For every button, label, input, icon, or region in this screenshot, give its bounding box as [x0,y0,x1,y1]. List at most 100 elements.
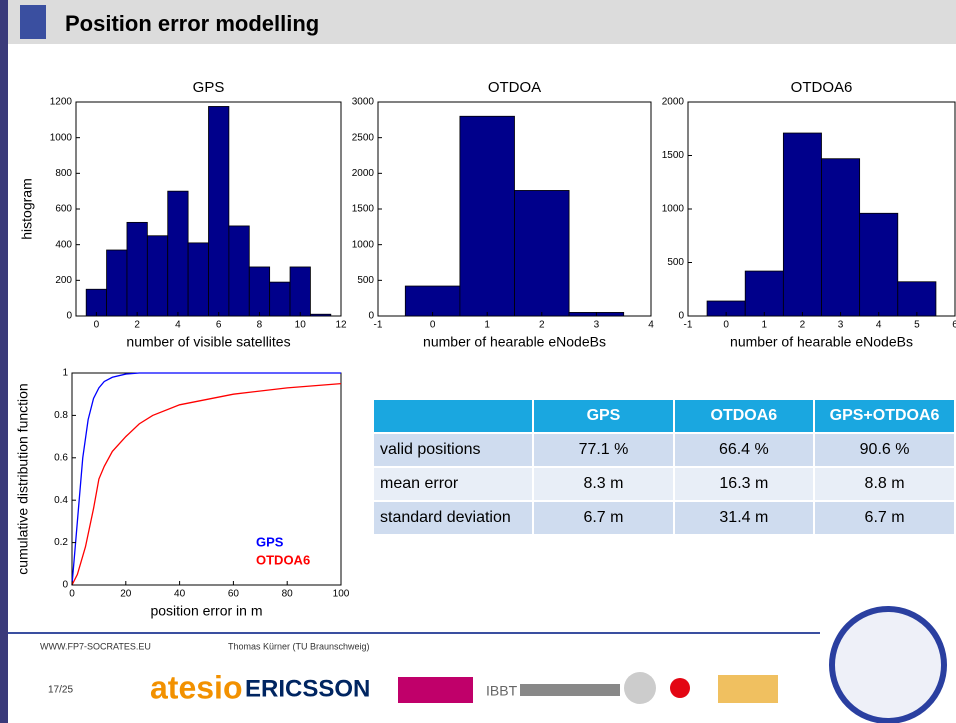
histogram-bar [146,235,169,317]
x-tick-label: 80 [282,589,294,600]
y-tick-label: 2500 [352,132,375,143]
x-tick-label: 10 [295,320,307,331]
x-tick-label: -1 [374,320,383,331]
x-tick-label: 100 [333,589,350,600]
y-tick-label: 0 [678,311,684,322]
y-tick-label: 1500 [352,204,375,215]
x-tick-label: 0 [69,589,75,600]
table-cell: 6.7 m [532,500,675,536]
histogram-bar [269,281,291,317]
x-tick-label: 1 [762,320,768,331]
corner-cell [371,398,535,434]
histogram-bar [187,242,209,317]
y-tick-label: 0.4 [54,495,68,506]
row-label: mean error [371,466,535,502]
x-tick-label: 2 [134,320,140,331]
x-tick-label: 5 [914,320,920,331]
histogram-bar [167,190,189,317]
table-cell: 8.8 m [813,466,956,502]
row-label: standard deviation [371,500,535,536]
y-tick-label: 2000 [352,168,375,179]
logo-block [520,684,620,696]
histogram-bar [310,313,332,317]
y-tick-label: 0 [66,311,72,322]
x-tick-label: 0 [723,320,729,331]
chart-title: OTDOA [488,79,541,96]
table-cell: 66.4 % [672,432,816,468]
x-tick-label: 0 [430,320,436,331]
y-tick-label: 600 [55,204,72,215]
table-cell: 90.6 % [813,432,956,468]
x-tick-label: -1 [684,320,693,331]
table-cell: 8.3 m [532,466,675,502]
footer-url: WWW.FP7-SOCRATES.EU [40,641,151,651]
table-header: GPS OTDOA6 GPS+OTDOA6 [371,398,956,434]
table-cell: 6.7 m [813,500,956,536]
histogram-bar [228,225,250,317]
y-tick-label: 0 [62,580,68,591]
plot-area [71,372,342,586]
y-tick-label: 1200 [50,97,73,108]
x-tick-label: 8 [257,320,263,331]
histogram-bar [459,115,515,317]
chart-title: OTDOA6 [791,79,853,96]
histogram-bar [289,266,311,317]
logo: atesio [150,669,242,705]
x-tick-label: 3 [838,320,844,331]
table-row: mean error 8.3 m 16.3 m 8.8 m [371,466,956,502]
footer-author: Thomas Kürner (TU Braunschweig) [228,641,370,651]
row-label: valid positions [371,432,535,468]
x-tick-label: 2 [800,320,806,331]
histogram-bar [106,249,128,317]
y-tick-label: 800 [55,168,72,179]
y-tick-label: 1000 [662,204,685,215]
y-tick-label: 3000 [352,97,375,108]
x-tick-label: 2 [539,320,545,331]
x-axis-label: number of visible satellites [126,334,290,350]
histogram-bar [248,266,271,317]
cdf-line [71,372,341,586]
left-strip [0,0,8,723]
histogram-bar [744,270,784,317]
logo: IBBT [486,683,518,699]
y-tick-label: 500 [357,275,374,286]
header-square [20,5,46,39]
y-axis-label: histogram [19,178,35,239]
x-axis-label: position error in m [150,603,262,619]
chart-title: GPS [193,79,225,96]
logo-seal [624,672,656,704]
y-tick-label: 0.6 [54,452,68,463]
y-tick-label: 2000 [662,97,685,108]
x-tick-label: 40 [174,589,186,600]
y-tick-label: 1000 [50,132,73,143]
x-tick-label: 6 [952,320,956,331]
x-tick-label: 12 [335,320,347,331]
logo: ERICSSON [245,675,370,702]
y-tick-label: 0 [368,311,374,322]
histogram-bar [859,212,899,317]
logo-block [398,677,473,703]
x-tick-label: 4 [648,320,654,331]
x-tick-label: 60 [228,589,240,600]
histogram-bar [404,285,461,317]
x-tick-label: 4 [175,320,181,331]
x-tick-label: 4 [876,320,882,331]
x-axis-label: number of hearable eNodeBs [730,334,913,350]
logo-vodafone [670,678,690,698]
header-bar [0,0,956,44]
y-tick-label: 200 [55,275,72,286]
x-tick-label: 0 [94,320,100,331]
histogram-bar [782,132,822,317]
x-tick-label: 1 [484,320,490,331]
column-header: OTDOA6 [672,398,816,434]
y-tick-label: 1000 [352,239,375,250]
histogram-bar [514,190,570,317]
page-number: 17/25 [48,685,73,696]
histogram-bar [85,288,107,317]
histogram-bar [208,106,230,317]
results-table: GPS OTDOA6 GPS+OTDOA6 valid positions 77.1 %… [371,398,956,536]
legend-entry: OTDOA6 [256,552,310,567]
table-cell: 77.1 % [532,432,675,468]
